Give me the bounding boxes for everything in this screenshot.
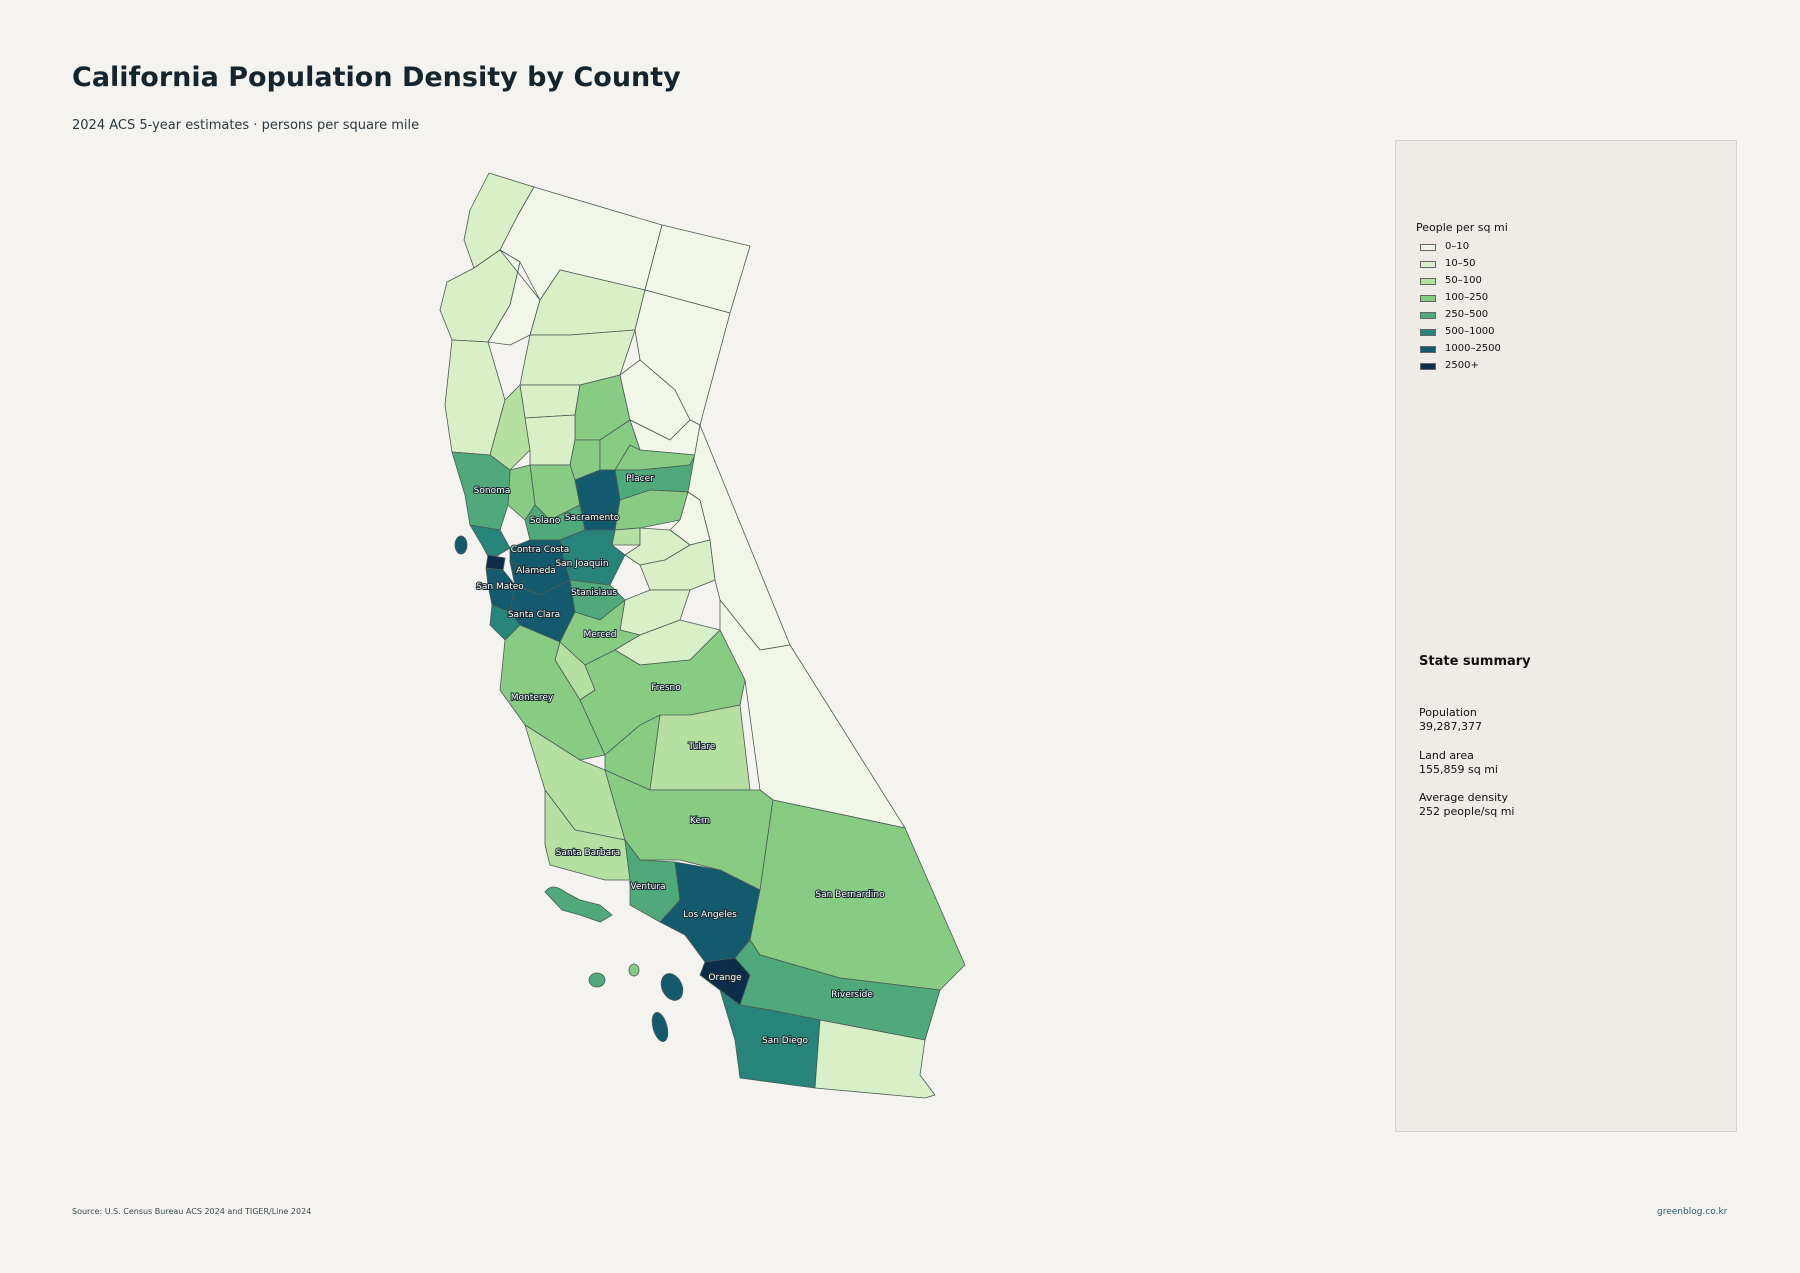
stat-density: Average density 252 people/sq mi	[1419, 791, 1514, 819]
label-merced: Merced	[583, 630, 616, 640]
county-glenn[interactable]	[519, 384, 581, 419]
label-riverside: Riverside	[831, 990, 873, 1000]
island-santa-barbara	[628, 963, 640, 977]
label-alameda: Alameda	[516, 566, 556, 576]
label-stanislaus: Stanislaus	[571, 588, 617, 598]
legend-swatch	[1420, 295, 1436, 302]
legend-label: 2500+	[1445, 360, 1479, 371]
page-title: California Population Density by County	[72, 62, 681, 93]
island-santa-catalina	[660, 973, 684, 1001]
label-san-bernardino: San Bernardino	[815, 890, 885, 900]
label-monterey: Monterey	[511, 693, 554, 703]
county-marin[interactable]	[469, 524, 511, 561]
label-sonoma: Sonoma	[474, 486, 511, 496]
label-solano: Solano	[530, 516, 561, 526]
stat-label: Land area	[1419, 749, 1474, 762]
county-labels: Sonoma Solano Sacramento Placer Contra C…	[473, 473, 886, 1047]
label-sacramento: Sacramento	[565, 513, 620, 523]
label-san-joaquin: San Joaquin	[555, 559, 608, 569]
label-placer: Placer	[626, 474, 654, 484]
stat-population: Population 39,287,377	[1419, 706, 1482, 734]
stat-label: Average density	[1419, 791, 1508, 804]
footer-site-link[interactable]: greenblog.co.kr	[1657, 1207, 1728, 1217]
legend-swatch	[1420, 312, 1436, 319]
label-san-mateo: San Mateo	[476, 582, 524, 592]
county-santa-barbara[interactable]	[544, 789, 631, 881]
legend-swatch	[1420, 363, 1436, 370]
legend-swatch	[1420, 346, 1436, 353]
island-farallon	[454, 535, 468, 555]
stat-value: 39,287,377	[1419, 720, 1482, 733]
legend-label: 100–250	[1445, 292, 1489, 303]
legend-title: People per sq mi	[1416, 221, 1508, 234]
legend-swatch	[1420, 329, 1436, 336]
summary-title: State summary	[1419, 654, 1531, 669]
label-fresno: Fresno	[651, 683, 681, 693]
label-los-angeles: Los Angeles	[683, 910, 737, 920]
label-kern: Kern	[690, 816, 710, 826]
legend-swatch	[1420, 244, 1436, 251]
legend-label: 50–100	[1445, 275, 1482, 286]
legend-label: 10–50	[1445, 258, 1476, 269]
label-san-diego: San Diego	[762, 1036, 808, 1046]
stat-value: 252 people/sq mi	[1419, 805, 1515, 818]
legend-label: 0–10	[1445, 241, 1470, 252]
page-subtitle: 2024 ACS 5-year estimates · persons per …	[72, 118, 420, 133]
county-imperial[interactable]	[814, 1019, 936, 1099]
county-sonoma[interactable]	[451, 451, 511, 531]
county-san-francisco[interactable]	[485, 554, 506, 571]
legend-label: 500–1000	[1445, 326, 1495, 337]
label-ventura: Ventura	[630, 882, 665, 892]
label-santa-barbara: Santa Barbara	[556, 848, 621, 858]
stat-land-area: Land area 155,859 sq mi	[1419, 749, 1498, 777]
island-san-clemente	[651, 1011, 669, 1043]
side-panel: People per sq mi 0–10 10–50 50–100 100–2…	[1395, 140, 1737, 1132]
stat-value: 155,859 sq mi	[1419, 763, 1498, 776]
stat-label: Population	[1419, 706, 1477, 719]
footer-source: Source: U.S. Census Bureau ACS 2024 and …	[72, 1207, 312, 1216]
legend-swatch	[1420, 261, 1436, 268]
legend-swatch	[1420, 278, 1436, 285]
legend-label: 250–500	[1445, 309, 1489, 320]
island-san-nicolas	[588, 972, 606, 988]
label-tulare: Tulare	[688, 742, 716, 752]
island-santa-rosa-cruz	[544, 886, 613, 923]
label-orange: Orange	[708, 973, 742, 983]
county-amador[interactable]	[611, 527, 641, 546]
label-contra-costa: Contra Costa	[511, 545, 570, 555]
legend-label: 1000–2500	[1445, 343, 1501, 354]
label-santa-clara: Santa Clara	[508, 610, 560, 620]
county-colusa[interactable]	[524, 414, 576, 466]
